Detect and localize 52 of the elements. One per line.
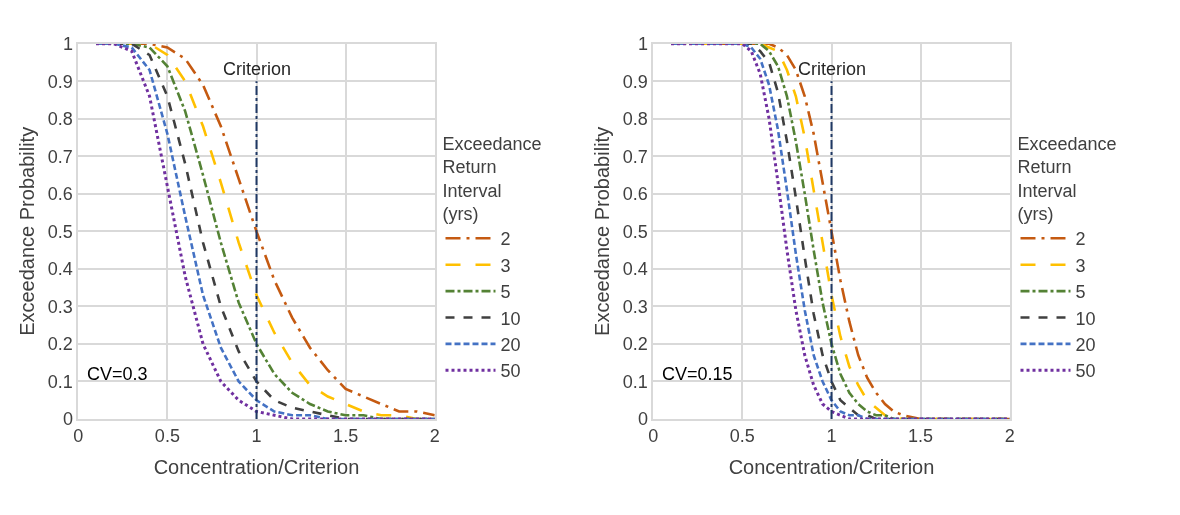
- legend-title: Exceedance Return Interval (yrs): [442, 133, 542, 225]
- y-tick-label: 0.8: [47, 109, 73, 130]
- x-tick-label: 0.5: [154, 426, 180, 447]
- ref-line-label: Criterion: [798, 59, 867, 79]
- y-tick-label: 1: [637, 34, 648, 55]
- legend-label: 2: [1075, 229, 1086, 250]
- ref-line-label: Criterion: [223, 59, 292, 79]
- y-tick-label: 0.6: [622, 184, 648, 205]
- annotation: CV=0.3: [87, 364, 148, 384]
- y-tick-label: 0.9: [622, 71, 648, 92]
- legend-label: 10: [500, 308, 521, 329]
- y-tick-label: 1: [62, 34, 73, 55]
- y-tick-label: 0.5: [47, 221, 73, 242]
- annotation: CV=0.15: [662, 364, 733, 384]
- legend-label: 10: [1075, 308, 1096, 329]
- y-tick-label: 0.9: [47, 71, 73, 92]
- y-tick-label: 0.8: [622, 109, 648, 130]
- y-tick-label: 0.5: [622, 221, 648, 242]
- y-tick-label: 0.1: [47, 371, 73, 392]
- x-tick-label: 1.5: [333, 426, 359, 447]
- x-tick-label: 1: [826, 426, 837, 447]
- x-tick-label: 0.5: [729, 426, 755, 447]
- legend-label: 5: [1075, 282, 1086, 303]
- legend-label: 3: [500, 255, 511, 276]
- legend-title: Exceedance Return Interval (yrs): [1017, 133, 1117, 225]
- y-tick-label: 0: [637, 409, 648, 430]
- y-tick-label: 0.7: [622, 146, 648, 167]
- legend-label: 20: [1075, 334, 1096, 355]
- y-tick-label: 0.3: [47, 296, 73, 317]
- legend-label: 2: [500, 229, 511, 250]
- y-tick-label: 0.2: [47, 334, 73, 355]
- legend-label: 50: [1075, 361, 1096, 382]
- y-tick-label: 0.2: [622, 334, 648, 355]
- y-tick-label: 0.1: [622, 371, 648, 392]
- x-tick-label: 1: [251, 426, 262, 447]
- legend-label: 50: [500, 361, 521, 382]
- legend-label: 20: [500, 334, 521, 355]
- x-tick-label: 2: [429, 426, 440, 447]
- legend-label: 5: [500, 282, 511, 303]
- y-tick-label: 0.6: [47, 184, 73, 205]
- y-tick-label: 0.4: [47, 259, 73, 280]
- legend-label: 3: [1075, 255, 1086, 276]
- y-tick-label: 0.3: [622, 296, 648, 317]
- y-tick-label: 0.4: [622, 259, 648, 280]
- y-axis-title: Exceedance Probability: [15, 126, 38, 336]
- y-axis-title: Exceedance Probability: [590, 126, 613, 336]
- x-axis-title: Concentration/Criterion: [153, 456, 360, 479]
- x-tick-label: 2: [1004, 426, 1015, 447]
- x-axis-title: Concentration/Criterion: [728, 456, 935, 479]
- x-tick-label: 1.5: [908, 426, 934, 447]
- y-tick-label: 0.7: [47, 146, 73, 167]
- y-tick-label: 0: [62, 409, 73, 430]
